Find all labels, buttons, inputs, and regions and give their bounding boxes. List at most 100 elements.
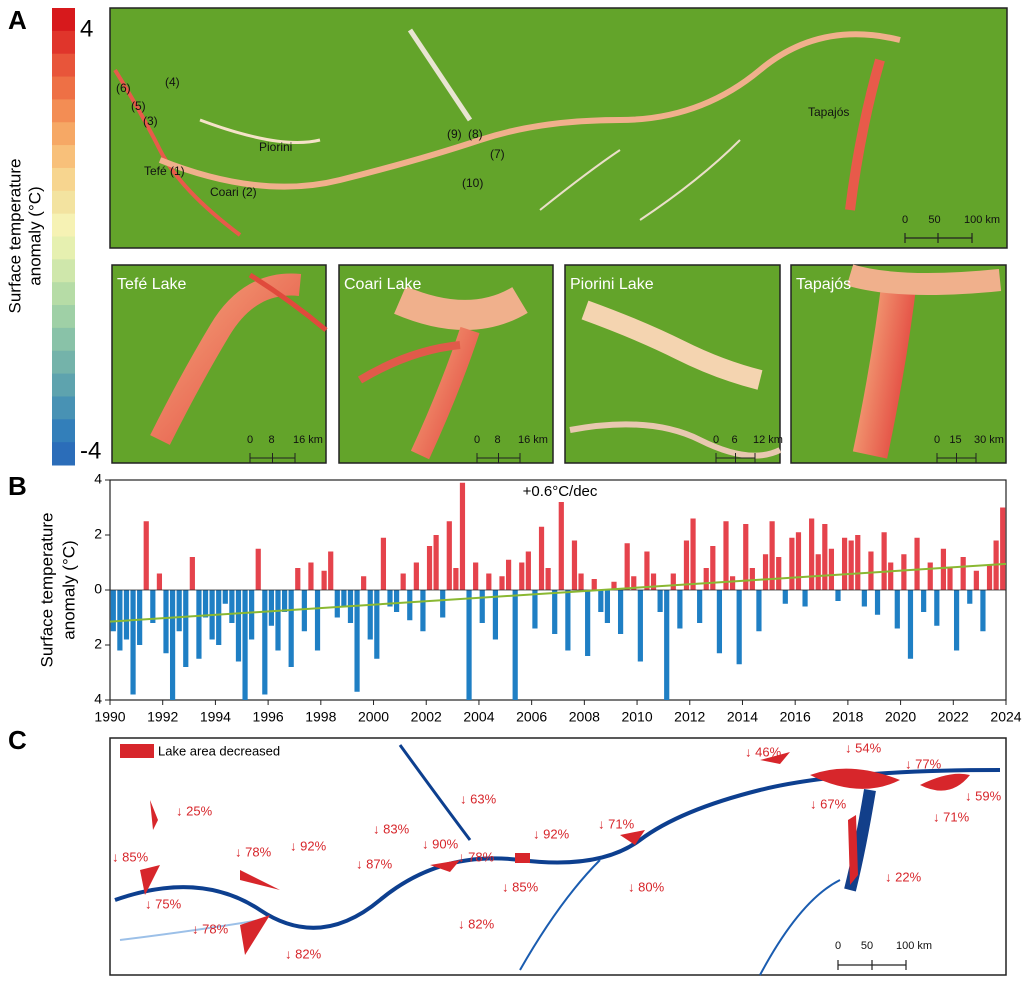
y-tick-label: 4: [94, 471, 102, 487]
x-tick-label: 1992: [147, 709, 178, 725]
scale-label: 50: [861, 940, 873, 952]
y-tick-label: 0: [94, 581, 102, 597]
lake-change-label: ↓ 92%: [533, 826, 570, 841]
colorbar-title: Surface temperature: [5, 159, 24, 314]
scale-label: 0: [902, 214, 908, 226]
bar: [393, 590, 400, 612]
bar: [314, 590, 321, 651]
lake-change-label: ↓ 85%: [112, 849, 149, 864]
bar: [690, 518, 696, 590]
bar: [492, 590, 499, 640]
bar: [578, 573, 584, 590]
bar: [268, 590, 275, 626]
map-label: (8): [468, 127, 483, 141]
bar: [782, 590, 788, 604]
x-tick-label: 2016: [780, 709, 811, 725]
bar: [861, 590, 867, 607]
colorbar-swatch: [52, 99, 75, 123]
bar: [486, 573, 492, 590]
bar: [308, 562, 314, 590]
lake-change-label: ↓ 54%: [845, 740, 882, 755]
bar: [769, 521, 775, 590]
lake-change-label: ↓ 25%: [176, 803, 213, 818]
colorbar-swatch: [52, 236, 75, 260]
bar: [255, 548, 261, 590]
bar: [749, 568, 755, 590]
scale-label: 100 km: [964, 214, 1000, 226]
bar: [552, 590, 558, 634]
colorbar-swatch: [52, 442, 75, 466]
x-tick-label: 2008: [569, 709, 600, 725]
x-tick-label: 2006: [516, 709, 547, 725]
map-label: (3): [143, 114, 158, 128]
x-tick-label: 2020: [885, 709, 916, 725]
bar: [809, 518, 815, 590]
bar: [894, 590, 900, 629]
bar: [328, 551, 334, 590]
bar: [967, 590, 973, 604]
scale-label: 30 km: [974, 434, 1004, 446]
bar: [624, 543, 630, 590]
scale-label: 0: [835, 940, 841, 952]
bar: [275, 590, 281, 651]
lake-change-label: ↓ 80%: [628, 879, 665, 894]
bar: [710, 546, 716, 590]
bar: [855, 535, 861, 590]
bar: [202, 590, 209, 618]
bar: [934, 590, 940, 626]
bar: [229, 590, 235, 623]
bar: [565, 590, 571, 651]
y-tick-label: 4: [94, 691, 102, 707]
bar: [973, 570, 979, 590]
bar: [940, 548, 947, 590]
bar: [262, 590, 268, 695]
lake-change-label: ↓ 78%: [235, 844, 272, 859]
x-tick-label: 2014: [727, 709, 758, 725]
colorbar-swatch: [52, 8, 75, 32]
bar: [466, 590, 472, 700]
colorbar-swatch: [52, 327, 75, 352]
bar: [953, 590, 960, 651]
bar: [453, 568, 459, 590]
x-tick-label: 1994: [200, 709, 231, 725]
bar: [776, 557, 782, 590]
x-tick-label: 2018: [832, 709, 863, 725]
lake-change-label: ↓ 46%: [745, 744, 782, 759]
bar: [631, 576, 637, 590]
bar: [815, 554, 821, 590]
bar: [914, 537, 920, 590]
colorbar-swatch: [52, 213, 75, 237]
inset-title: Piorini Lake: [570, 276, 654, 293]
bar: [585, 590, 591, 656]
bar: [473, 562, 479, 590]
bar: [868, 551, 874, 590]
bar: [736, 590, 742, 665]
x-tick-label: 1996: [253, 709, 284, 725]
lake-change-label: ↓ 71%: [598, 816, 635, 831]
map-label: (9): [447, 127, 462, 141]
bar: [723, 521, 729, 590]
inset-title: Tapajós: [796, 276, 851, 293]
bar: [538, 526, 545, 590]
scale-label: 8: [494, 434, 500, 446]
x-tick-label: 2010: [621, 709, 652, 725]
bar: [881, 532, 887, 590]
lake-change-label: ↓ 85%: [502, 879, 539, 894]
bar: [1000, 507, 1006, 590]
bar: [947, 568, 953, 590]
bar: [756, 590, 762, 632]
bar: [176, 590, 182, 632]
x-tick-label: 2012: [674, 709, 705, 725]
scale-bar: [249, 453, 296, 463]
inset-title: Tefé Lake: [117, 276, 186, 293]
bar: [354, 590, 360, 692]
colorbar-swatch: [52, 373, 75, 397]
bar: [558, 502, 564, 590]
bar: [822, 524, 828, 590]
map-label: (6): [116, 81, 131, 95]
lake-change-label: ↓ 92%: [290, 838, 327, 853]
bar: [242, 590, 248, 700]
lake-change-label: ↓ 63%: [460, 791, 497, 806]
x-tick-label: 2004: [463, 709, 494, 725]
